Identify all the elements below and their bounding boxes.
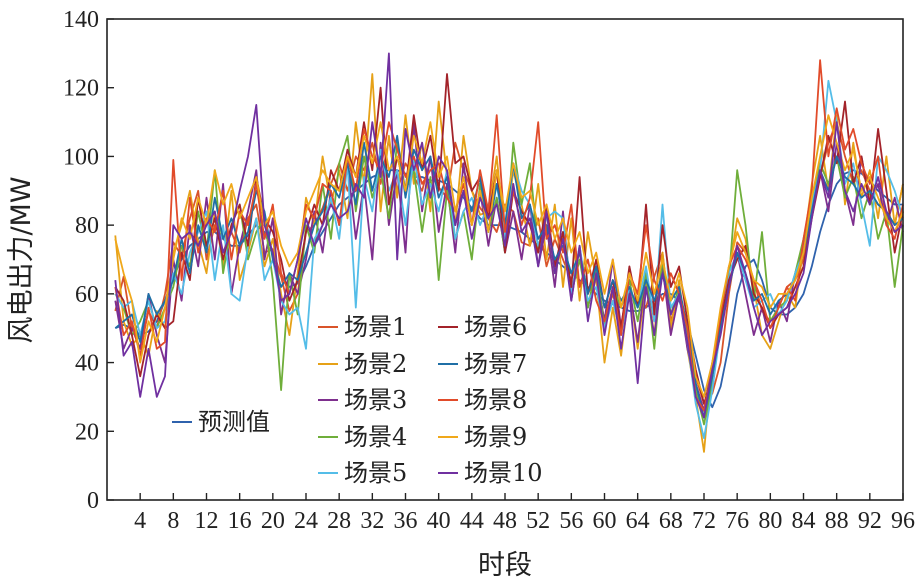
x-tick-label: 80 [758, 508, 782, 534]
y-tick-label: 0 [87, 488, 99, 514]
y-axis-title: 风电出力/MW [6, 176, 37, 343]
y-tick-label: 80 [75, 213, 99, 239]
x-tick-label: 52 [526, 508, 550, 534]
y-tick-label: 20 [75, 419, 99, 445]
x-axis-title: 时段 [478, 550, 532, 581]
series-line-scenario-9 [114, 114, 904, 398]
x-tick-label: 8 [167, 508, 179, 534]
x-tick-label: 24 [294, 508, 318, 534]
x-tick-label: 88 [825, 508, 849, 534]
y-tick-label: 100 [63, 144, 99, 170]
series-line-scenario-3 [114, 121, 904, 412]
legend-label: 场景8 [464, 386, 527, 414]
legend-label-forecast: 预测值 [198, 408, 270, 436]
x-axis-ticks: 4 8 12 16 20 24 28 32 36 40 44 48 52 56 60 64 68 72 76 80 84… [134, 493, 915, 534]
legend-label: 场景3 [344, 386, 407, 414]
x-tick-label: 64 [626, 508, 650, 534]
x-tick-label: 56 [559, 508, 583, 534]
x-tick-label: 36 [394, 508, 418, 534]
x-tick-label: 16 [228, 508, 252, 534]
series-line-scenario-7 [114, 134, 904, 419]
y-tick-label: 120 [63, 76, 99, 102]
x-tick-label: 32 [360, 508, 384, 534]
legend-label: 场景6 [464, 313, 527, 341]
x-tick-label: 96 [891, 508, 915, 534]
series-line-scenario-10 [114, 52, 904, 419]
x-tick-label: 20 [261, 508, 285, 534]
series-line-scenario-5 [114, 79, 904, 440]
legend-label: 场景1 [344, 313, 407, 341]
legend-label: 场景4 [344, 423, 407, 451]
legend: 场景1 场景2 场景3 场景4 场景5 场景6 场景7 场景8 场景9 场景10 预测值 [172, 313, 543, 487]
x-tick-label: 12 [195, 508, 219, 534]
legend-label: 场景7 [464, 350, 527, 378]
y-tick-label: 140 [63, 7, 99, 33]
x-tick-label: 40 [427, 508, 451, 534]
legend-label: 场景9 [464, 423, 527, 451]
legend-label: 场景10 [464, 459, 543, 487]
y-tick-label: 40 [75, 351, 99, 377]
x-tick-label: 44 [460, 508, 484, 534]
x-tick-label: 68 [659, 508, 683, 534]
x-tick-label: 76 [725, 508, 749, 534]
x-tick-label: 60 [593, 508, 617, 534]
series-layer [114, 52, 904, 453]
y-tick-label: 60 [75, 282, 99, 308]
legend-label: 场景2 [344, 350, 407, 378]
x-tick-label: 48 [493, 508, 517, 534]
x-tick-label: 72 [692, 508, 716, 534]
x-tick-label: 4 [134, 508, 146, 534]
x-tick-label: 84 [792, 508, 816, 534]
x-tick-label: 28 [327, 508, 351, 534]
legend-label: 场景5 [344, 459, 407, 487]
x-tick-label: 92 [858, 508, 882, 534]
y-axis-ticks: 0 20 40 60 80 100 120 140 [63, 7, 114, 514]
